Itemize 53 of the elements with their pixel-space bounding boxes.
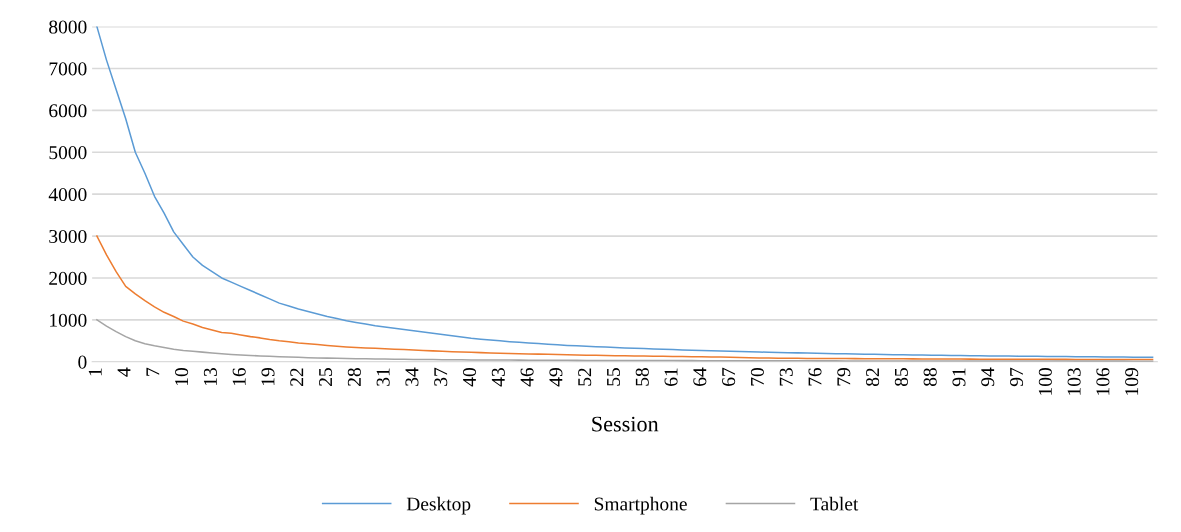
x-tick-label: 46 <box>520 367 534 387</box>
y-tick-label: 5000 <box>49 146 87 160</box>
x-tick-label: 67 <box>722 367 736 386</box>
y-tick-label: 1000 <box>50 313 87 327</box>
x-tick-label: 37 <box>434 367 448 386</box>
x-tick-label: 31 <box>376 368 390 386</box>
y-tick-label: 0 <box>78 355 87 369</box>
y-tick-label: 7000 <box>49 62 87 76</box>
x-tick-label: 70 <box>750 368 764 386</box>
x-tick-label: 94 <box>981 367 995 387</box>
legend-label: Desktop <box>406 496 471 515</box>
y-tick-label: 4000 <box>48 188 87 202</box>
x-tick-label: 76 <box>808 367 822 386</box>
x-tick-label: 4 <box>117 367 131 377</box>
x-tick-label: 88 <box>923 368 937 387</box>
x-tick-label: 82 <box>866 368 880 387</box>
x-tick-label: 34 <box>405 367 419 386</box>
x-tick-label: 109 <box>1125 368 1139 395</box>
x-tick-label: 22 <box>290 368 304 386</box>
y-tick-label: 8000 <box>49 20 87 34</box>
x-tick-label: 43 <box>491 368 505 387</box>
x-tick-label: 64 <box>693 367 707 386</box>
x-tick-label: 73 <box>779 368 793 386</box>
x-tick-label: 85 <box>894 368 908 387</box>
x-tick-label: 49 <box>549 368 563 387</box>
x-tick-label: 13 <box>203 368 217 386</box>
line-series <box>96 319 1154 362</box>
y-tick-label: 6000 <box>49 104 87 118</box>
x-tick-label: 58 <box>635 368 649 386</box>
legend-label: Smartphone <box>594 496 687 515</box>
x-tick-label: 25 <box>319 368 333 386</box>
x-tick-label: 19 <box>261 368 275 386</box>
x-tick-label: 97 <box>1010 367 1024 387</box>
legend-label: Tablet <box>810 496 859 511</box>
x-tick-label: 103 <box>1067 368 1081 395</box>
x-tick-label: 91 <box>952 368 966 387</box>
x-axis-title: Session <box>592 416 659 432</box>
x-tick-label: 61 <box>664 368 678 386</box>
x-tick-label: 106 <box>1096 367 1110 395</box>
x-tick-label: 28 <box>347 368 361 386</box>
x-tick-label: 10 <box>175 368 189 386</box>
y-tick-label: 2000 <box>49 271 87 285</box>
x-tick-label: 52 <box>578 368 592 386</box>
x-tick-label: 40 <box>462 368 477 387</box>
x-tick-label: 79 <box>837 368 851 386</box>
x-tick-label: 55 <box>607 368 621 386</box>
x-tick-label: 16 <box>232 367 246 386</box>
line-series <box>96 26 1154 359</box>
x-tick-label: 100 <box>1038 368 1052 395</box>
y-tick-label: 3000 <box>49 229 87 244</box>
line-series <box>96 235 1154 361</box>
x-tick-label: 1 <box>88 368 102 376</box>
x-tick-label: 7 <box>146 367 160 376</box>
